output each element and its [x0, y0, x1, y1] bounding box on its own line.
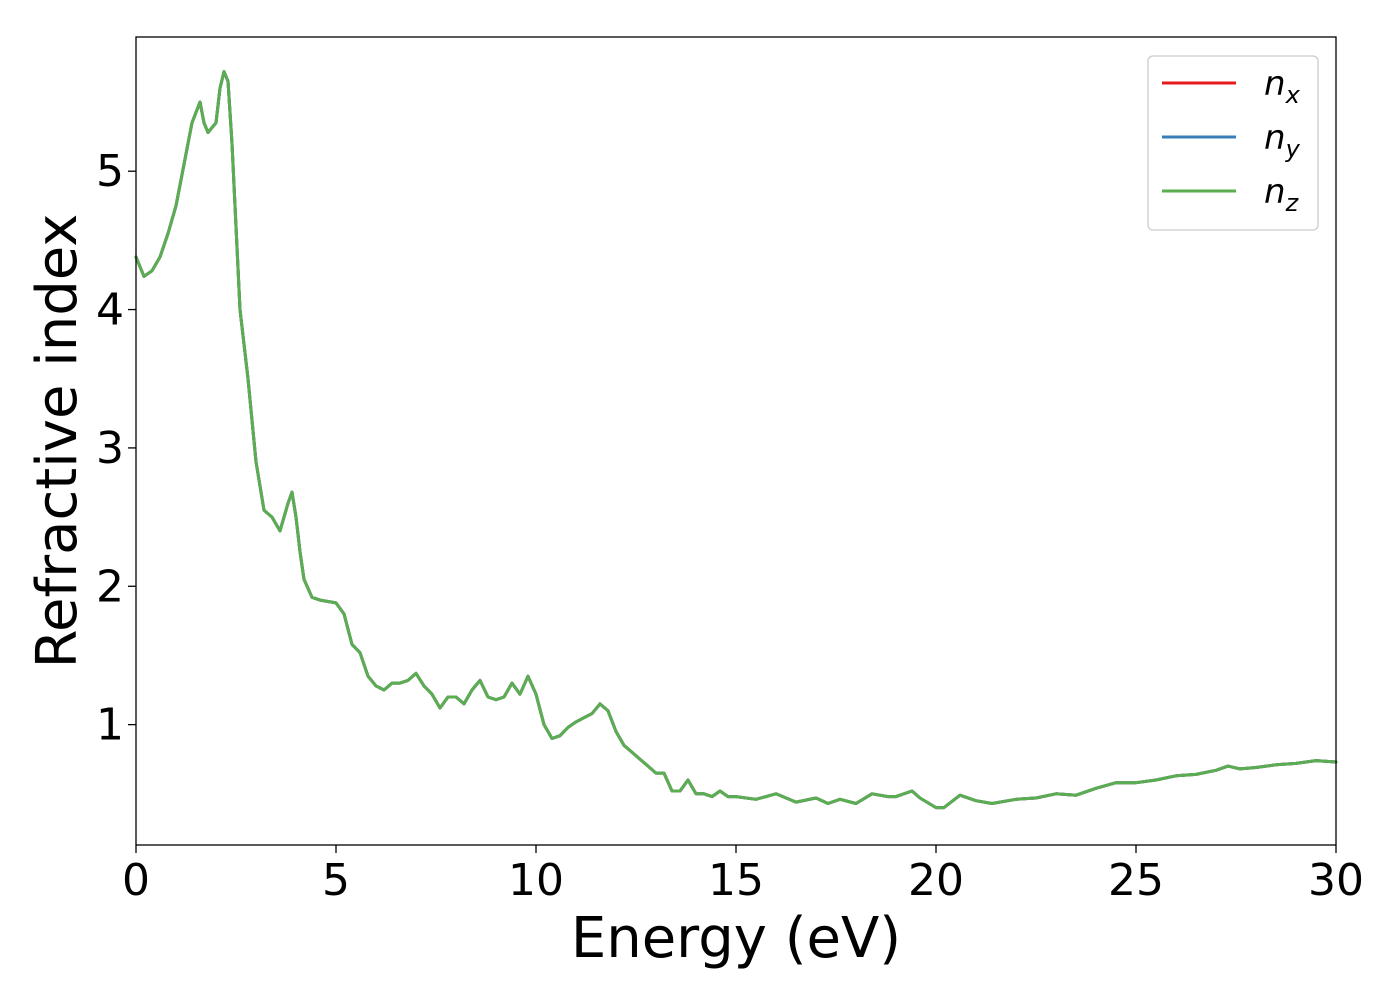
x-tick-label: 25 [1108, 855, 1164, 906]
legend-label-x: nx [1264, 64, 1301, 109]
y-axis-title: Refractive index [25, 214, 90, 669]
x-tick-label: 0 [122, 855, 150, 906]
y-tick-label: 5 [96, 146, 124, 197]
x-tick-label: 5 [322, 855, 350, 906]
series-layer [134, 70, 1338, 810]
x-axis-title: Energy (eV) [571, 906, 901, 971]
x-tick-label: 10 [508, 855, 564, 906]
legend-box [1147, 55, 1319, 231]
x-tick-label: 20 [908, 855, 964, 906]
series-line-z [134, 70, 1338, 810]
y-tick-label: 1 [96, 700, 124, 751]
x-axis: 0 5 10 15 20 25 30 [122, 845, 1364, 906]
legend-label-y: ny [1264, 118, 1301, 163]
x-tick-label: 30 [1308, 855, 1364, 906]
y-tick-label: 2 [96, 561, 124, 612]
y-axis: 1 2 3 4 5 [96, 146, 136, 751]
x-tick-label: 15 [708, 855, 764, 906]
y-tick-label: 3 [96, 423, 124, 474]
y-tick-label: 4 [96, 285, 124, 336]
